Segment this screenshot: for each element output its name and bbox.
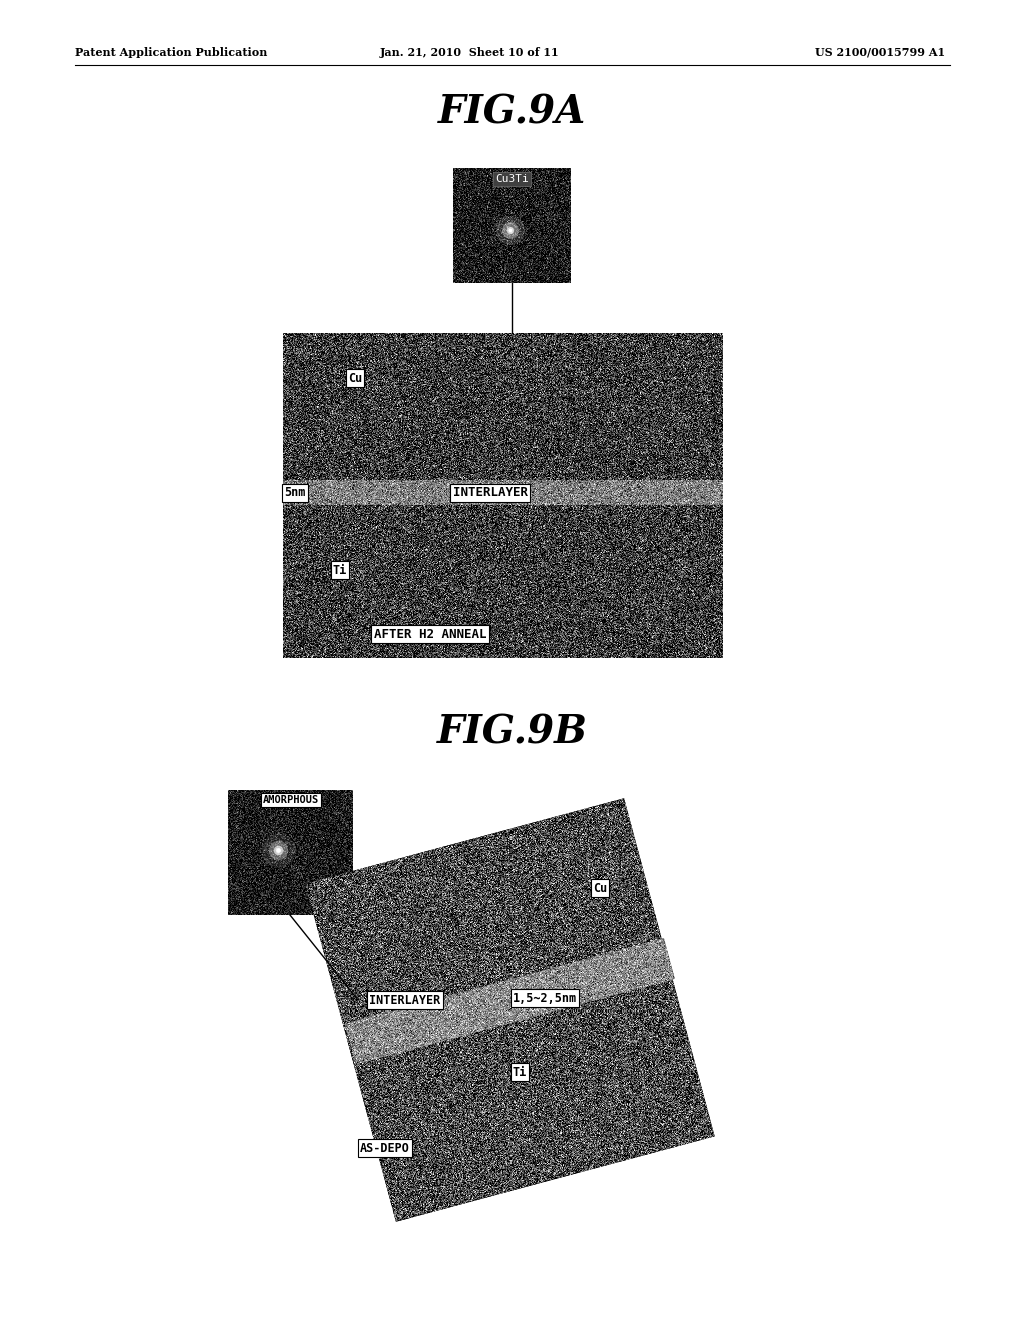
Text: Ti: Ti xyxy=(513,1065,527,1078)
Point xyxy=(269,840,286,861)
Text: INTERLAYER: INTERLAYER xyxy=(370,994,440,1006)
Text: FIG.9B: FIG.9B xyxy=(436,713,588,751)
Point xyxy=(502,219,518,240)
Text: Cu3Ti: Cu3Ti xyxy=(496,174,528,183)
Text: FIG.9A: FIG.9A xyxy=(438,92,586,131)
Text: Jan. 21, 2010  Sheet 10 of 11: Jan. 21, 2010 Sheet 10 of 11 xyxy=(380,46,560,58)
Text: Cu: Cu xyxy=(348,371,362,384)
Text: Patent Application Publication: Patent Application Publication xyxy=(75,46,267,58)
Point xyxy=(269,840,286,861)
Text: AS-DEPO: AS-DEPO xyxy=(360,1142,410,1155)
Text: Cu: Cu xyxy=(593,882,607,895)
Polygon shape xyxy=(345,939,675,1064)
Point xyxy=(269,840,286,861)
Point xyxy=(502,219,518,240)
Text: INTERLAYER: INTERLAYER xyxy=(453,487,527,499)
Polygon shape xyxy=(305,799,715,1222)
Text: 5nm: 5nm xyxy=(285,487,306,499)
Text: 1,5~2,5nm: 1,5~2,5nm xyxy=(513,991,578,1005)
Text: AMORPHOUS: AMORPHOUS xyxy=(262,795,318,805)
Text: AFTER H2 ANNEAL: AFTER H2 ANNEAL xyxy=(374,627,486,640)
Text: US 2100/0015799 A1: US 2100/0015799 A1 xyxy=(815,46,945,58)
Point xyxy=(502,219,518,240)
Point xyxy=(269,840,286,861)
Text: Ti: Ti xyxy=(333,564,347,577)
Point xyxy=(502,219,518,240)
